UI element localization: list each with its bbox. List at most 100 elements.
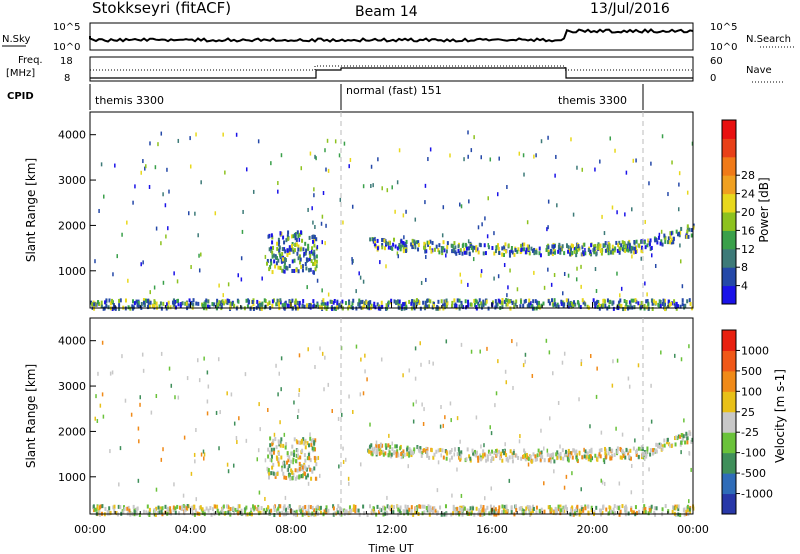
echo-cell [688,430,691,435]
echo-cell [294,300,297,305]
echo-cell [548,458,551,463]
echo-cell [530,246,533,251]
echo-cell [493,512,496,517]
echo-cell [495,302,498,307]
echo-cell [441,251,444,256]
echo-cell [226,391,228,396]
echo-cell [556,203,558,208]
echo-cell [308,267,310,272]
echo-cell [426,450,429,455]
echo-cell [691,437,693,442]
echo-cell [269,436,272,441]
echo-cell [193,504,196,509]
echo-cell [180,302,183,307]
echo-cell [686,226,689,231]
echo-cell [460,279,463,284]
echo-cell [632,250,635,255]
echo-cell [96,418,99,423]
echo-cell [555,452,558,457]
echo-cell [181,301,184,306]
echo-cell [212,302,215,307]
echo-cell [519,299,522,304]
echo-cell [372,508,375,513]
echo-cell [600,447,603,452]
colorbar-swatch [722,156,736,176]
echo-cell [275,255,278,260]
echo-cell [493,451,496,456]
echo-cell [646,305,649,310]
echo-cell [577,247,580,252]
echo-cell [631,254,633,259]
echo-cell [317,505,320,510]
echo-cell [288,504,291,509]
echo-cell [585,454,588,459]
echo-cell [313,234,316,239]
echo-cell [301,512,304,517]
echo-cell [634,438,636,443]
echo-cell [452,504,455,509]
echo-cell [619,446,622,451]
echo-cell [438,243,441,248]
echo-cell [203,301,206,306]
echo-cell [482,505,485,510]
echo-cell [168,189,170,194]
echo-cell [589,458,592,463]
echo-cell [325,510,328,515]
echo-cell [143,302,146,307]
echo-cell [324,305,327,310]
echo-cell [393,237,396,242]
echo-cell [552,303,555,308]
echo-cell [305,257,308,262]
echo-cell [640,445,643,450]
echo-cell [621,449,624,454]
echo-cell [202,449,205,454]
echo-cell [612,306,615,311]
echo-cell [149,300,152,305]
echo-cell [450,418,452,423]
echo-cell [279,253,282,258]
echo-cell [425,254,427,259]
echo-cell [587,247,590,252]
echo-cell [486,457,489,462]
echo-cell [629,303,632,308]
echo-cell [443,512,446,517]
echo-cell [609,299,612,304]
echo-cell [221,505,224,510]
echo-cell [304,466,307,471]
echo-cell [368,303,371,308]
echo-cell [285,460,288,465]
echo-cell [552,247,555,252]
echo-cell [446,451,449,456]
echo-cell [646,292,648,297]
echo-cell [505,380,508,385]
echo-cell [446,241,449,246]
echo-cell [429,239,432,244]
echo-cell [160,351,163,356]
echo-cell [334,306,337,311]
echo-cell [308,257,311,262]
echo-cell [269,457,272,462]
echo-cell [268,247,271,252]
echo-cell [402,373,404,378]
echo-cell [422,300,425,305]
echo-cell [293,268,296,273]
echo-cell [633,239,636,244]
echo-cell [167,305,170,310]
echo-cell [113,504,116,509]
echo-cell [655,449,658,454]
echo-cell [372,506,375,511]
echo-cell [98,505,101,510]
echo-cell [132,200,134,205]
echo-cell [679,259,682,264]
echo-cell [164,203,167,208]
echo-cell [359,392,362,397]
echo-cell [484,216,486,221]
echo-cell [248,299,251,304]
echo-cell [609,456,612,461]
echo-cell [445,249,448,254]
echo-cell [563,505,566,510]
echo-cell [458,510,461,515]
echo-cell [524,451,527,456]
echo-cell [465,250,468,255]
echo-cell [504,509,507,514]
